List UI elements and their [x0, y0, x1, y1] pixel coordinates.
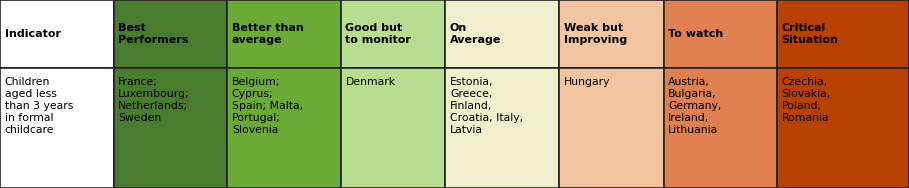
Text: To watch: To watch — [668, 29, 724, 39]
Text: Better than
average: Better than average — [232, 23, 304, 45]
Text: Best
Performers: Best Performers — [118, 23, 188, 45]
Text: Austria,
Bulgaria,
Germany,
Ireland,
Lithuania: Austria, Bulgaria, Germany, Ireland, Lit… — [668, 77, 722, 135]
Text: Czechia,
Slovakia,
Poland,
Romania: Czechia, Slovakia, Poland, Romania — [782, 77, 831, 123]
Text: Estonia,
Greece,
Finland,
Croatia, Italy,
Latvia: Estonia, Greece, Finland, Croatia, Italy… — [450, 77, 523, 135]
Bar — [227, 0, 341, 68]
Bar — [777, 0, 909, 68]
Bar — [0, 0, 114, 68]
Bar — [445, 68, 559, 188]
Bar — [341, 0, 445, 68]
Bar — [445, 0, 559, 68]
Bar — [664, 0, 777, 68]
Text: Hungary: Hungary — [564, 77, 610, 87]
Bar — [777, 68, 909, 188]
Bar — [559, 68, 664, 188]
Text: France;
Luxembourg;
Netherlands;
Sweden: France; Luxembourg; Netherlands; Sweden — [118, 77, 190, 123]
Text: Critical
Situation: Critical Situation — [782, 23, 839, 45]
Bar — [114, 0, 227, 68]
Text: Indicator: Indicator — [5, 29, 61, 39]
Text: Children
aged less
than 3 years
in formal
childcare: Children aged less than 3 years in forma… — [5, 77, 73, 135]
Text: Weak but
Improving: Weak but Improving — [564, 23, 627, 45]
Bar — [114, 68, 227, 188]
Text: On
Average: On Average — [450, 23, 502, 45]
Bar — [664, 68, 777, 188]
Text: Good but
to monitor: Good but to monitor — [345, 23, 411, 45]
Bar — [559, 0, 664, 68]
Bar — [0, 68, 114, 188]
Text: Denmark: Denmark — [345, 77, 395, 87]
Bar — [227, 68, 341, 188]
Text: Belgium;
Cyprus;
Spain; Malta,
Portugal;
Slovenia: Belgium; Cyprus; Spain; Malta, Portugal;… — [232, 77, 303, 135]
Bar — [341, 68, 445, 188]
